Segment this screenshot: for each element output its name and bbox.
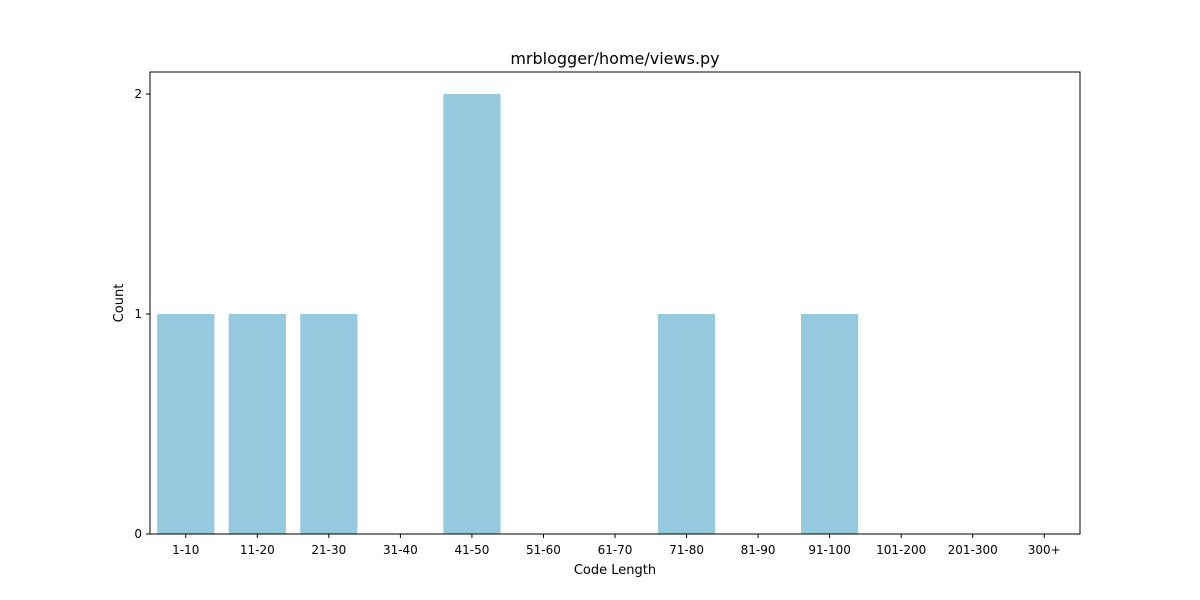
x-tick-label: 1-10 xyxy=(172,543,199,557)
x-tick-label: 201-300 xyxy=(948,543,998,557)
bar-41-50 xyxy=(443,94,501,534)
bars-layer xyxy=(157,94,859,534)
x-tick-label: 91-100 xyxy=(808,543,851,557)
bar-71-80 xyxy=(657,314,716,534)
x-tick-label: 101-200 xyxy=(876,543,926,557)
bar-11-20 xyxy=(228,314,286,534)
x-tick-label: 41-50 xyxy=(454,543,489,557)
x-axis-ticks: 1-10 11-20 21-30 31-40 41-50 51-60 61-70 71-80 8… xyxy=(172,534,1061,557)
x-tick-label: 51-60 xyxy=(526,543,561,557)
x-axis-label: Code Length xyxy=(574,563,656,578)
y-tick-label: 2 xyxy=(134,87,142,101)
y-axis-ticks: 0 1 2 xyxy=(134,87,150,541)
chart-title: mrblogger/home/views.py xyxy=(510,49,719,68)
x-tick-label: 300+ xyxy=(1028,543,1061,557)
bar-91-100 xyxy=(801,314,859,534)
bar-1-10 xyxy=(157,314,215,534)
x-tick-label: 71-80 xyxy=(669,543,704,557)
x-tick-label: 11-20 xyxy=(240,543,275,557)
y-tick-label: 0 xyxy=(134,527,142,541)
plot-area-frame xyxy=(149,71,1081,535)
x-tick-label: 31-40 xyxy=(383,543,418,557)
bar-21-30 xyxy=(300,314,358,534)
x-tick-label: 21-30 xyxy=(311,543,346,557)
y-axis-label: Count xyxy=(112,284,127,323)
x-tick-label: 61-70 xyxy=(598,543,633,557)
x-tick-label: 81-90 xyxy=(741,543,776,557)
y-tick-label: 1 xyxy=(134,307,142,321)
